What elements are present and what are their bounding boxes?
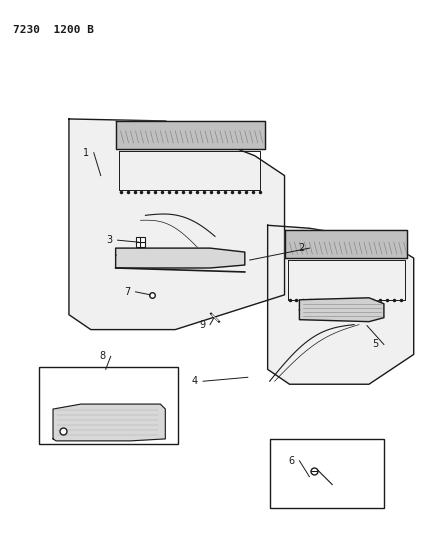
Text: 8: 8	[100, 351, 106, 361]
Text: 9: 9	[199, 320, 205, 329]
Text: 2: 2	[298, 243, 304, 253]
Text: 7230  1200 B: 7230 1200 B	[13, 25, 94, 35]
Text: 1: 1	[83, 148, 89, 158]
Bar	[39, 367, 178, 444]
Bar	[270, 439, 384, 508]
Text: 3: 3	[107, 235, 113, 245]
Text: 5: 5	[373, 340, 379, 350]
Polygon shape	[69, 119, 285, 329]
Polygon shape	[116, 121, 265, 149]
Polygon shape	[300, 298, 384, 321]
Polygon shape	[53, 404, 165, 441]
Text: 7: 7	[124, 287, 131, 297]
Polygon shape	[285, 230, 407, 258]
Bar	[136, 237, 146, 247]
Text: 4: 4	[192, 376, 198, 386]
Polygon shape	[268, 225, 414, 384]
Text: 6: 6	[288, 456, 294, 466]
Polygon shape	[116, 248, 245, 268]
